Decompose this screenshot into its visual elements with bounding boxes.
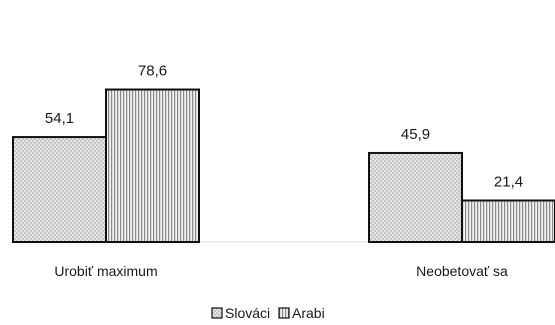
legend-swatch-slovaci (211, 307, 223, 319)
bar-slovaci-0 (12, 136, 107, 244)
category-label: Neobetovať sa (416, 263, 508, 279)
bar-slovaci-1 (368, 151, 463, 243)
bar-arabi-1 (461, 199, 555, 243)
category-labels-group: Urobiť maximum Neobetovať sa (54, 263, 508, 279)
value-label: 45,9 (401, 126, 430, 143)
value-labels-group: 54,1 78,6 45,9 21,4 (45, 63, 523, 191)
legend-label-arabi: Arabi (292, 305, 325, 321)
value-label: 78,6 (138, 63, 167, 80)
legend-label-slovaci: Slováci (225, 305, 270, 321)
legend: Slováci Arabi (211, 305, 325, 321)
bar-arabi-0 (105, 88, 200, 243)
category-label: Urobiť maximum (54, 263, 157, 279)
value-label: 21,4 (494, 173, 523, 190)
bars-group (12, 88, 555, 244)
legend-swatch-arabi (278, 307, 290, 319)
value-label: 54,1 (45, 110, 74, 127)
